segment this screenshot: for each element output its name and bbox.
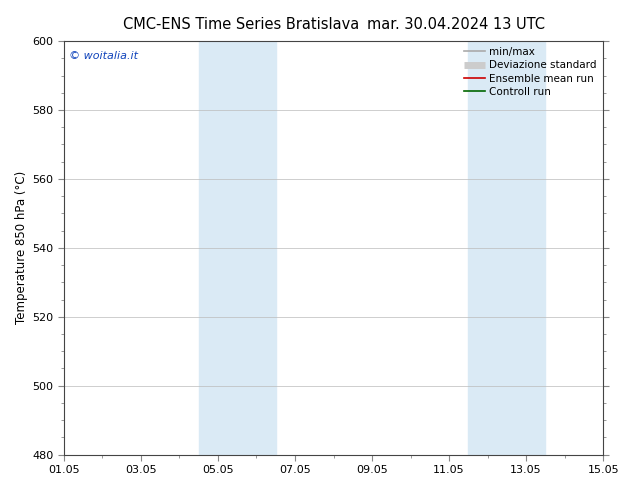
Legend: min/max, Deviazione standard, Ensemble mean run, Controll run: min/max, Deviazione standard, Ensemble m… (460, 43, 601, 101)
Y-axis label: Temperature 850 hPa (°C): Temperature 850 hPa (°C) (15, 171, 28, 324)
Text: © woitalia.it: © woitalia.it (69, 51, 138, 61)
Text: CMC-ENS Time Series Bratislava: CMC-ENS Time Series Bratislava (123, 17, 359, 32)
Text: mar. 30.04.2024 13 UTC: mar. 30.04.2024 13 UTC (368, 17, 545, 32)
Bar (469, 41, 545, 455)
Bar (198, 41, 276, 455)
